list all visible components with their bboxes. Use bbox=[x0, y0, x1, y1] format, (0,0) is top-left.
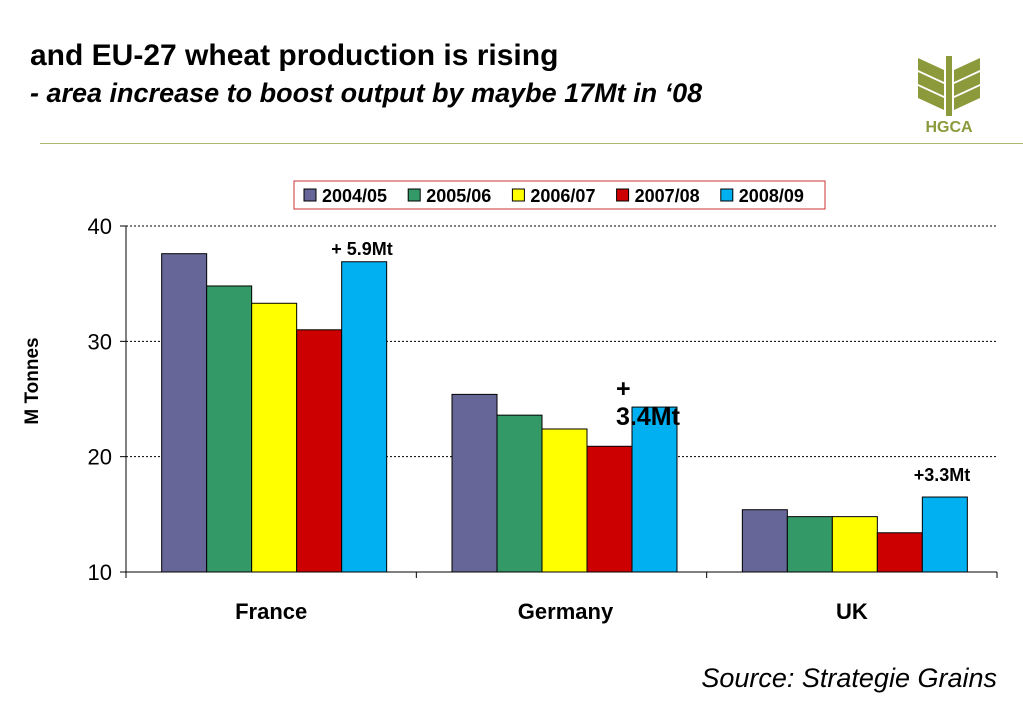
bar-uk-2006-07 bbox=[831, 516, 878, 573]
x-tick-label: UK bbox=[836, 599, 868, 624]
legend: 2004/05 2005/06 2006/07 2007/08 2008/09 bbox=[293, 180, 826, 210]
x-tick-label: France bbox=[235, 599, 307, 624]
legend-swatch bbox=[511, 188, 525, 202]
legend-label: 2004/05 bbox=[322, 186, 387, 206]
y-tick-label: 40 bbox=[88, 214, 112, 239]
bar-france-2005-06 bbox=[206, 285, 253, 573]
bar-germany-2004-05 bbox=[451, 393, 498, 573]
slide-title: and EU-27 wheat production is rising bbox=[30, 39, 559, 72]
y-axis-label: M Tonnes bbox=[22, 337, 43, 424]
legend-swatch bbox=[407, 188, 421, 202]
source-note: Source: Strategie Grains bbox=[701, 663, 997, 693]
header-divider bbox=[40, 143, 1023, 144]
y-tick-label: 30 bbox=[88, 329, 112, 354]
bar-france-2006-07 bbox=[251, 302, 298, 573]
slide-subtitle: - area increase to boost output by maybe… bbox=[30, 78, 703, 108]
annotation-germany: + bbox=[616, 375, 631, 403]
hgca-logo: HGCA bbox=[918, 56, 980, 136]
legend-swatch bbox=[720, 188, 734, 202]
legend-label: 2005/06 bbox=[426, 186, 491, 206]
bar-france-2007-08 bbox=[296, 329, 343, 573]
bar-uk-2007-08 bbox=[876, 532, 923, 573]
y-tick-label: 10 bbox=[88, 560, 112, 585]
bar-germany-2008-09 bbox=[631, 406, 678, 573]
legend-frame bbox=[293, 180, 826, 210]
legend-swatch bbox=[616, 188, 630, 202]
annotation-uk: +3.3Mt bbox=[914, 465, 971, 485]
bar-france-2004-05 bbox=[161, 253, 208, 573]
legend-label: 2006/07 bbox=[530, 186, 595, 206]
annotation-germany: 3.4Mt bbox=[616, 403, 681, 431]
bar-germany-2005-06 bbox=[496, 414, 543, 573]
bar-france-2008-09 bbox=[341, 261, 388, 573]
legend-swatch bbox=[303, 188, 317, 202]
legend-label: 2007/08 bbox=[635, 186, 700, 206]
bars bbox=[161, 253, 968, 573]
x-tick-label: Germany bbox=[518, 599, 614, 624]
bar-germany-2006-07 bbox=[541, 428, 588, 573]
annotation-france: + 5.9Mt bbox=[331, 239, 393, 259]
axes: 10 20 30 40 France Germany UK bbox=[88, 214, 998, 624]
logo-text: HGCA bbox=[925, 119, 973, 136]
bar-uk-2005-06 bbox=[786, 516, 833, 573]
annotations: + 5.9Mt +3.4Mt +3.3Mt bbox=[331, 239, 970, 485]
legend-label: 2008/09 bbox=[739, 186, 804, 206]
y-tick-label: 20 bbox=[88, 445, 112, 470]
bar-uk-2008-09 bbox=[921, 496, 968, 573]
bar-uk-2004-05 bbox=[741, 509, 788, 573]
bar-germany-2007-08 bbox=[586, 445, 633, 573]
